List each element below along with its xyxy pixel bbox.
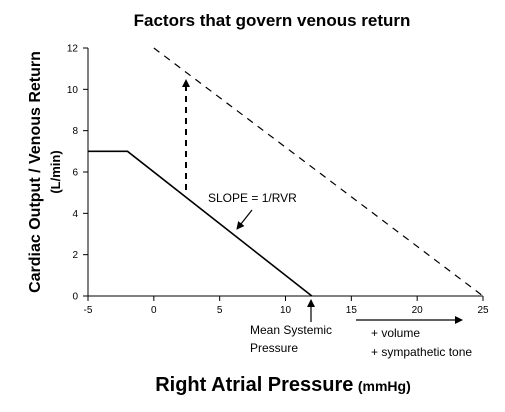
y-tick-label: 2 <box>72 250 78 261</box>
shift-label: + volume <box>371 326 420 340</box>
y-tick-label: 0 <box>72 292 78 303</box>
curve <box>88 150 313 297</box>
chart-title: Factors that govern venous return <box>134 11 411 30</box>
x-axis-unit: (mmHg) <box>358 378 411 394</box>
slope-label: SLOPE = 1/RVR <box>208 191 297 205</box>
curve <box>153 47 484 297</box>
y-tick-label: 6 <box>72 168 78 179</box>
y-tick-label: 8 <box>72 126 78 137</box>
x-tick-label: 15 <box>346 305 358 316</box>
shift-label: + sympathetic tone <box>371 345 472 359</box>
x-tick-label: 10 <box>280 305 292 316</box>
x-tick-label: 0 <box>151 305 157 316</box>
y-tick-label: 12 <box>67 44 79 55</box>
msp-label: Pressure <box>250 341 298 355</box>
x-tick-label: 5 <box>217 305 223 316</box>
y-tick-label: 10 <box>67 85 79 96</box>
x-tick-label: 20 <box>412 305 424 316</box>
x-axis-label: Right Atrial Pressure (mmHg) <box>155 374 411 396</box>
msp-label: Mean Systemic <box>250 323 332 337</box>
y-axis-unit: (L/min) <box>48 150 63 193</box>
y-axis-label: Cardiac Output / Venous Return <box>27 51 44 293</box>
x-axis-title: Right Atrial Pressure <box>155 374 353 396</box>
x-tick-label: 25 <box>477 305 489 316</box>
slope-arrow <box>236 209 253 230</box>
x-tick-label: -5 <box>84 305 93 316</box>
y-tick-label: 4 <box>72 209 78 220</box>
